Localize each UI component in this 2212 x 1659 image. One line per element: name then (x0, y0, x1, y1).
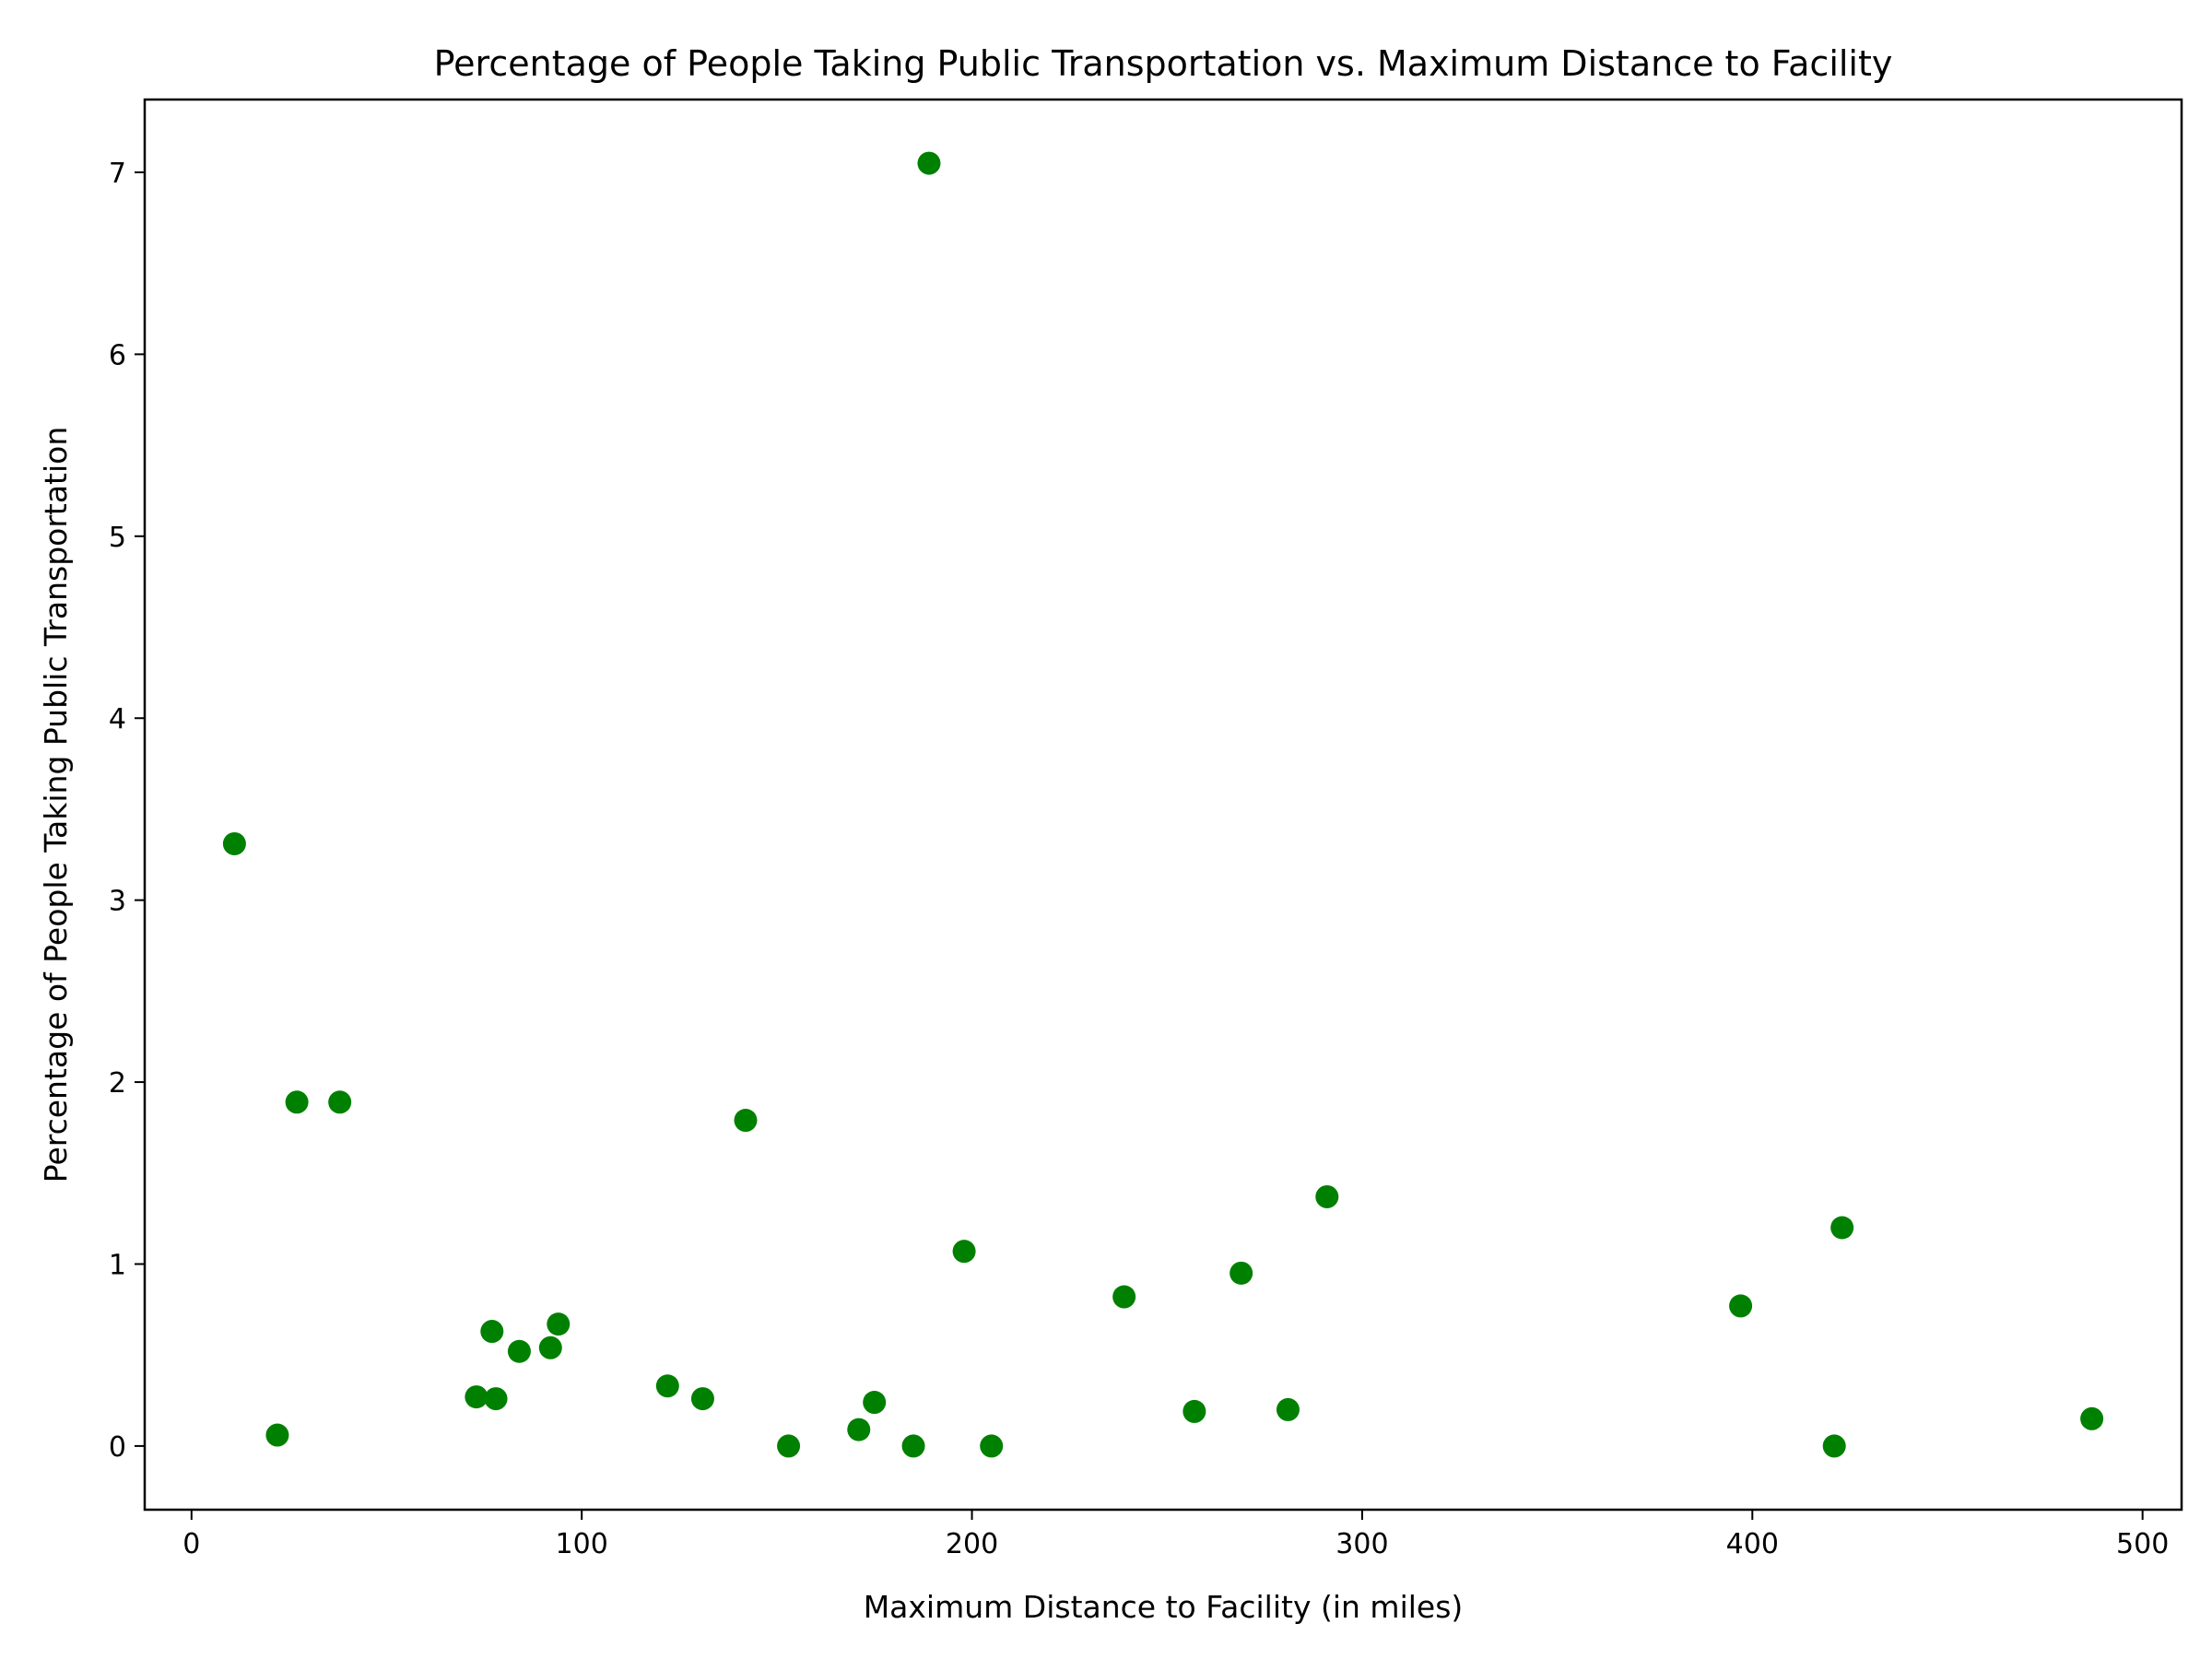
data-point (917, 151, 941, 175)
data-points (222, 151, 2104, 1458)
y-tick-label: 7 (109, 158, 126, 190)
data-point (465, 1385, 488, 1409)
data-point (484, 1387, 508, 1411)
data-point (690, 1387, 714, 1411)
data-point (222, 831, 246, 855)
y-tick-label: 3 (109, 886, 126, 918)
y-tick-label: 0 (109, 1431, 126, 1464)
data-point (538, 1335, 562, 1359)
data-point (1830, 1216, 1854, 1240)
data-point (480, 1320, 504, 1344)
data-point (1276, 1397, 1300, 1421)
data-point (1822, 1434, 1846, 1458)
y-axis: 0 1 2 3 4 5 6 7 (109, 158, 145, 1464)
data-point (1729, 1294, 1753, 1318)
data-point (285, 1090, 309, 1114)
x-tick-label: 500 (2116, 1528, 2169, 1560)
y-tick-label: 2 (109, 1067, 126, 1100)
data-point (547, 1312, 571, 1336)
y-tick-label: 5 (109, 522, 126, 554)
data-point (734, 1109, 758, 1133)
x-tick-label: 100 (556, 1528, 608, 1560)
chart-title: Percentage of People Taking Public Trans… (434, 43, 1893, 84)
data-point (952, 1240, 976, 1264)
data-point (847, 1418, 871, 1441)
x-axis: 0 100 200 300 400 500 (182, 1510, 2169, 1560)
data-point (2080, 1406, 2104, 1430)
y-tick-label: 4 (109, 703, 126, 735)
data-point (1182, 1399, 1206, 1423)
data-point (507, 1339, 531, 1363)
data-point (980, 1434, 1004, 1458)
y-axis-label: Percentage of People Taking Public Trans… (38, 427, 74, 1183)
plot-frame (143, 98, 2183, 1512)
data-point (1315, 1184, 1339, 1208)
data-point (328, 1090, 352, 1114)
x-axis-label: Maximum Distance to Facility (in miles) (864, 1589, 1464, 1625)
x-tick-label: 300 (1335, 1528, 1388, 1560)
x-tick-label: 0 (182, 1528, 200, 1560)
data-point (777, 1434, 801, 1458)
data-point (1230, 1261, 1253, 1285)
y-tick-label: 1 (109, 1249, 126, 1281)
data-point (1112, 1285, 1136, 1309)
y-tick-label: 6 (109, 339, 126, 371)
x-tick-label: 200 (946, 1528, 998, 1560)
data-point (655, 1374, 679, 1398)
data-point (901, 1434, 925, 1458)
data-point (863, 1391, 887, 1415)
data-point (265, 1423, 289, 1447)
x-tick-label: 400 (1726, 1528, 1779, 1560)
